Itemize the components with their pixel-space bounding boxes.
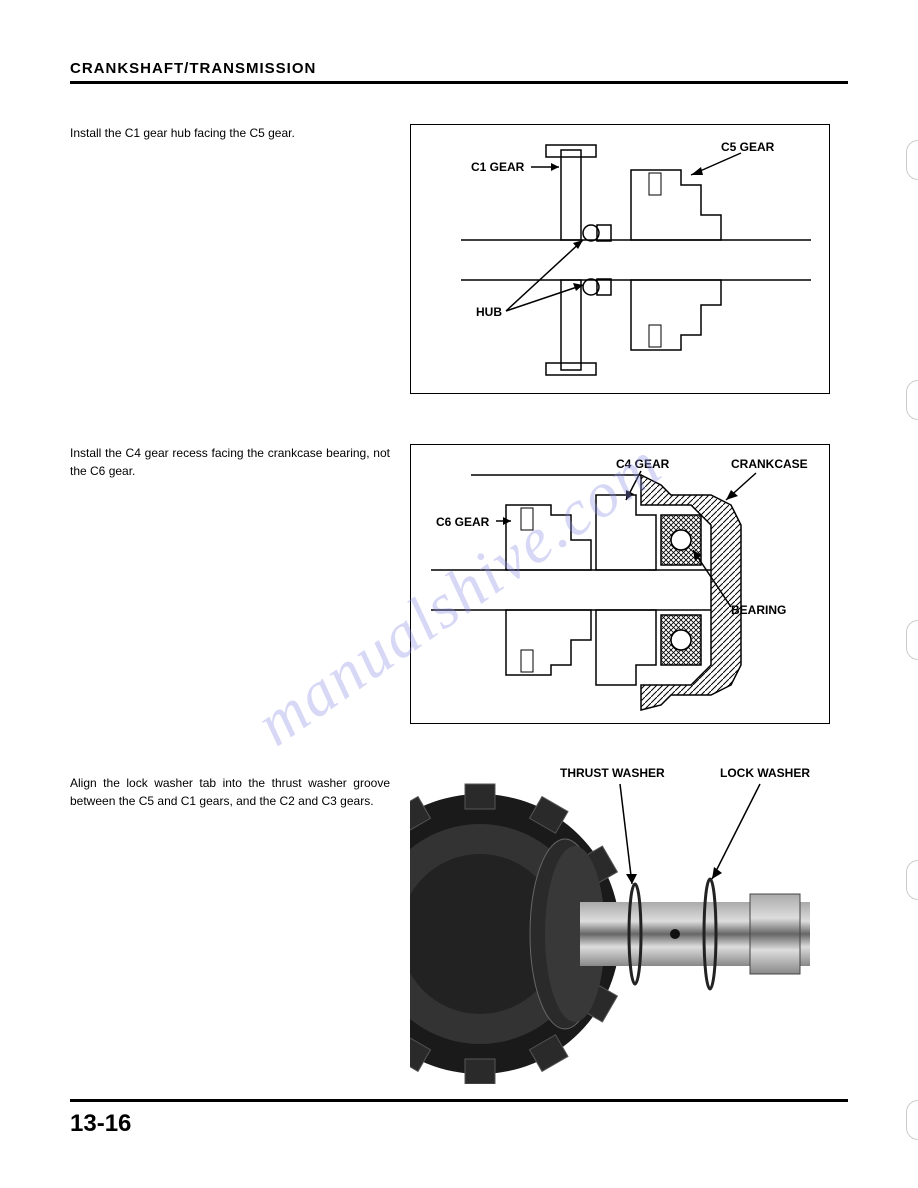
diagram-2-svg: [411, 445, 831, 725]
section-3-text: Align the lock washer tab into the thrus…: [70, 774, 410, 810]
section-2-text: Install the C4 gear recess facing the cr…: [70, 444, 410, 480]
diagram-3-svg: [410, 774, 830, 1084]
page-footer: 13-16: [70, 1099, 848, 1138]
diagram-1-svg: [411, 125, 831, 395]
binding-notch: [906, 140, 918, 180]
section-1: Install the C1 gear hub facing the C5 ge…: [70, 124, 848, 394]
binding-notch: [906, 620, 918, 660]
page-header: CRANKSHAFT/TRANSMISSION: [70, 60, 848, 84]
section-3: Align the lock washer tab into the thrus…: [70, 774, 848, 1084]
binding-notch: [906, 1100, 918, 1140]
diagram-1: C5 GEAR C1 GEAR HUB: [410, 124, 830, 394]
diagram-2: C4 GEAR CRANKCASE C6 GEAR BEARING: [410, 444, 830, 724]
page-number: 13-16: [70, 1110, 848, 1138]
binding-notch: [906, 380, 918, 420]
section-2: Install the C4 gear recess facing the cr…: [70, 444, 848, 724]
diagram-3: THRUST WASHER LOCK WASHER: [410, 774, 830, 1084]
page-title: CRANKSHAFT/TRANSMISSION: [70, 60, 848, 77]
binding-notch: [906, 860, 918, 900]
section-1-text: Install the C1 gear hub facing the C5 ge…: [70, 124, 410, 142]
